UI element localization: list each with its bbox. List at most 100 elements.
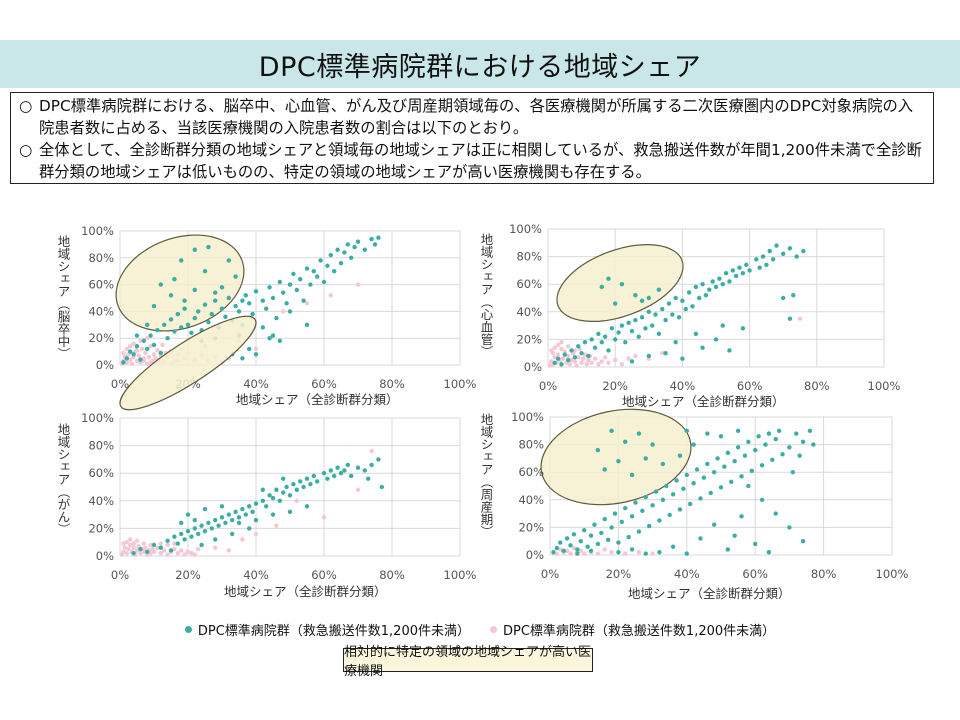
point-series1 [715,456,720,461]
point-series1 [175,311,180,317]
point-series1 [643,326,648,331]
x-tick-label: 100% [444,568,477,582]
point-series1 [801,248,806,254]
point-series1 [694,467,700,472]
point-series1 [145,346,150,352]
point-series1 [606,348,611,353]
point-series1 [281,490,286,495]
point-series2 [134,538,140,544]
point-series2 [172,546,177,552]
point-series1 [216,523,221,528]
point-series1 [554,545,560,551]
point-series1 [345,462,350,468]
point-series2 [192,552,197,557]
point-series1 [646,309,651,314]
point-series1 [131,551,136,556]
x-tick-label: 20% [602,379,628,393]
point-series2 [124,346,129,352]
point-series1 [230,531,235,537]
point-series1 [787,445,792,450]
point-series2 [143,350,148,356]
point-series1 [569,348,574,353]
point-series1 [797,453,802,458]
highlight-ellipse-shape [119,315,257,411]
point-series1 [311,473,316,479]
point-series2 [623,551,628,556]
point-series1 [182,298,187,303]
point-series1 [656,331,662,337]
point-series1 [619,323,625,328]
point-series2 [294,498,299,503]
highlight-ellipse [556,244,684,322]
point-series2 [138,551,143,556]
point-series1 [151,342,157,348]
point-series2 [253,531,259,537]
point-series1 [626,320,631,326]
point-series1 [705,431,710,436]
series1-dot-icon [184,626,192,633]
point-series1 [602,516,607,522]
point-series1 [688,501,693,507]
point-series1 [250,509,255,515]
point-series1 [713,284,719,290]
point-series1 [749,468,754,474]
point-series1 [281,290,286,295]
point-series1 [369,462,374,468]
point-series1 [202,528,208,534]
point-series1 [233,303,238,309]
point-series1 [582,339,588,345]
point-series1 [754,257,759,262]
point-series1 [636,334,641,339]
point-series1 [711,470,717,475]
point-series1 [700,282,705,287]
point-series1 [318,258,323,263]
point-series1 [376,457,381,462]
point-series1 [643,456,648,461]
point-series2 [555,352,561,357]
point-series1 [196,309,201,314]
point-series1 [128,349,133,354]
y-tick-label: 40% [516,305,542,319]
point-series1 [338,260,344,266]
point-series1 [660,497,666,502]
highlight-legend-label: 相対的に特定の領域の地域シェアが高い医療機関 [344,645,592,679]
note-text: DPC標準病院群における、脳卒中、心血管、がん及び周産期領域毎の、各医療機関が所… [39,97,914,137]
point-series1 [760,254,766,259]
point-series2 [160,342,165,348]
point-series1 [355,465,361,470]
point-series1 [145,322,150,327]
point-series1 [713,337,719,342]
point-series1 [134,344,140,349]
x-tick-label: 20% [175,568,201,582]
point-series1 [650,503,655,508]
point-series2 [586,357,591,363]
point-series1 [633,293,638,298]
point-series2 [619,362,625,367]
point-series2 [660,351,665,356]
point-series2 [565,353,571,359]
point-series1 [362,468,367,473]
y-axis-label: 地域シェア（がん） [56,423,71,536]
point-series1 [674,478,679,483]
point-series1 [683,306,688,312]
point-series1 [185,528,191,534]
highlight-ellipse-shape [540,408,692,506]
point-series1 [311,269,316,274]
note-item: ○ 全体として、全診断群分類の地域シェアと領域毎の地域シェアは正に相関しているが… [19,139,925,183]
point-series1 [790,470,796,475]
point-series1 [776,428,782,433]
point-series1 [698,536,703,541]
point-series1 [366,476,371,481]
x-tick-label: 80% [804,379,830,393]
point-series2 [134,348,140,353]
point-series2 [355,282,361,287]
point-series1 [253,289,259,294]
point-series2 [153,356,158,361]
point-series1 [145,549,150,555]
point-series1 [666,301,672,306]
point-series1 [304,322,310,327]
point-series1 [673,339,678,345]
point-series1 [179,258,184,263]
point-series1 [639,298,645,303]
point-series1 [240,356,245,361]
